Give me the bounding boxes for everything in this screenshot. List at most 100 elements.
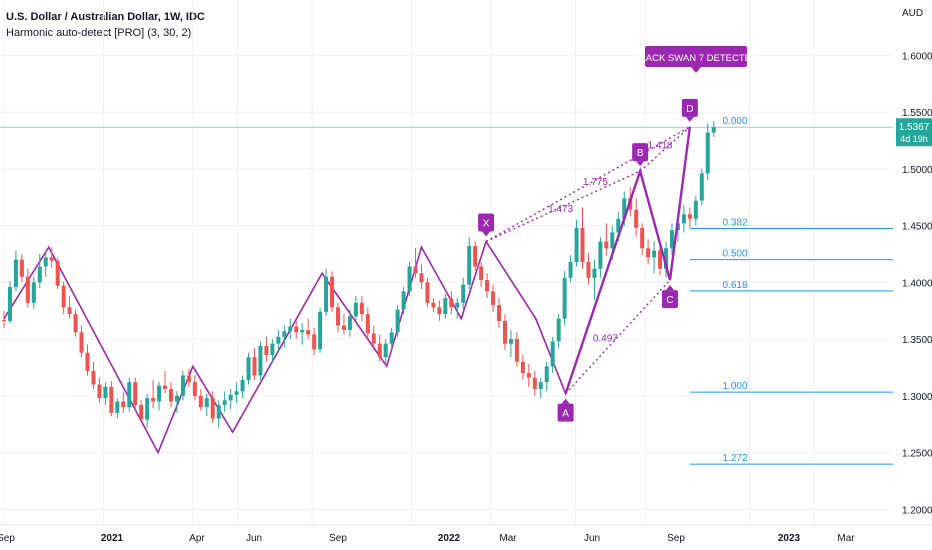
candle[interactable] bbox=[186, 368, 191, 387]
candle[interactable] bbox=[598, 236, 603, 278]
candle[interactable] bbox=[19, 253, 24, 283]
candle[interactable] bbox=[318, 307, 323, 353]
candle[interactable] bbox=[550, 336, 555, 374]
candle[interactable] bbox=[258, 341, 263, 380]
pattern-point-a[interactable]: A bbox=[557, 398, 574, 422]
candle[interactable] bbox=[419, 264, 424, 290]
candle[interactable] bbox=[705, 123, 710, 181]
candle[interactable] bbox=[341, 314, 346, 335]
candle[interactable] bbox=[73, 309, 78, 337]
candle[interactable] bbox=[121, 391, 126, 413]
candle[interactable] bbox=[669, 223, 674, 256]
symbol-title[interactable]: U.S. Dollar / Australian Dollar, 1W, IDC bbox=[6, 11, 205, 23]
candle[interactable] bbox=[580, 207, 585, 269]
candle[interactable] bbox=[681, 205, 686, 233]
candle[interactable] bbox=[687, 207, 692, 228]
candle[interactable] bbox=[586, 252, 591, 285]
candle[interactable] bbox=[449, 291, 454, 315]
candles-layer[interactable] bbox=[2, 121, 716, 428]
candle[interactable] bbox=[497, 298, 502, 328]
candle[interactable] bbox=[300, 323, 305, 345]
candle[interactable] bbox=[359, 295, 364, 321]
candle[interactable] bbox=[204, 393, 209, 417]
pattern-point-d[interactable]: D bbox=[681, 98, 698, 122]
candle[interactable] bbox=[389, 327, 394, 351]
candle[interactable] bbox=[91, 361, 96, 390]
candle[interactable] bbox=[526, 364, 531, 387]
candle[interactable] bbox=[282, 325, 287, 348]
candle[interactable] bbox=[568, 255, 573, 283]
candle[interactable] bbox=[127, 377, 132, 412]
candle[interactable] bbox=[234, 382, 239, 403]
pattern-detected-banner[interactable]: BLACK SWAN 7 DETECTED bbox=[634, 46, 758, 73]
candle[interactable] bbox=[711, 121, 716, 138]
candle[interactable] bbox=[139, 400, 144, 424]
candle[interactable] bbox=[383, 339, 388, 367]
candle[interactable] bbox=[473, 241, 478, 272]
candle[interactable] bbox=[210, 391, 215, 424]
candle[interactable] bbox=[13, 250, 18, 292]
candle[interactable] bbox=[467, 236, 472, 290]
candle[interactable] bbox=[425, 277, 430, 308]
candle[interactable] bbox=[538, 377, 543, 399]
candle[interactable] bbox=[312, 327, 317, 355]
candle[interactable] bbox=[652, 241, 657, 274]
candle[interactable] bbox=[508, 330, 513, 358]
candle[interactable] bbox=[222, 391, 227, 412]
candle[interactable] bbox=[365, 307, 370, 340]
candle[interactable] bbox=[353, 295, 358, 321]
candle[interactable] bbox=[485, 273, 490, 299]
price-axis[interactable]: AUD 1.6000 1.5500 1.5000 1.4500 1.4000 1.3500 1… bbox=[893, 0, 932, 550]
candle[interactable] bbox=[699, 168, 704, 206]
candle[interactable] bbox=[407, 261, 412, 296]
candle[interactable] bbox=[479, 261, 484, 287]
candle[interactable] bbox=[252, 348, 257, 380]
candle[interactable] bbox=[85, 344, 90, 376]
candle[interactable] bbox=[61, 281, 66, 315]
candle[interactable] bbox=[604, 223, 609, 256]
candle[interactable] bbox=[491, 284, 496, 312]
candle[interactable] bbox=[431, 298, 436, 312]
candle[interactable] bbox=[413, 248, 418, 278]
candle[interactable] bbox=[658, 243, 663, 276]
candle[interactable] bbox=[192, 375, 197, 401]
pattern-point-b[interactable]: B bbox=[632, 143, 649, 167]
candle[interactable] bbox=[371, 325, 376, 351]
candle[interactable] bbox=[145, 393, 150, 428]
candle[interactable] bbox=[574, 219, 579, 267]
candle[interactable] bbox=[163, 370, 168, 394]
candle[interactable] bbox=[532, 370, 537, 396]
candle[interactable] bbox=[401, 286, 406, 315]
candle[interactable] bbox=[640, 223, 645, 256]
candle[interactable] bbox=[514, 332, 519, 367]
candle[interactable] bbox=[31, 276, 36, 309]
candle[interactable] bbox=[133, 377, 138, 410]
candle[interactable] bbox=[324, 268, 329, 317]
candle[interactable] bbox=[2, 310, 6, 328]
candle[interactable] bbox=[103, 382, 108, 405]
candle[interactable] bbox=[55, 257, 60, 290]
candle[interactable] bbox=[97, 377, 102, 403]
candle[interactable] bbox=[306, 318, 311, 340]
candle[interactable] bbox=[49, 247, 54, 268]
candle[interactable] bbox=[502, 314, 507, 351]
candle[interactable] bbox=[335, 302, 340, 333]
candle[interactable] bbox=[288, 318, 293, 340]
candle[interactable] bbox=[693, 196, 698, 226]
candle[interactable] bbox=[294, 320, 299, 340]
candle[interactable] bbox=[646, 239, 651, 265]
candle[interactable] bbox=[198, 389, 203, 411]
pattern-point-c[interactable]: C bbox=[661, 285, 678, 309]
candle[interactable] bbox=[562, 271, 567, 326]
candle[interactable] bbox=[246, 352, 251, 385]
candle[interactable] bbox=[168, 382, 173, 408]
candle[interactable] bbox=[520, 354, 525, 380]
candle[interactable] bbox=[664, 241, 669, 278]
candle[interactable] bbox=[330, 271, 335, 312]
candle[interactable] bbox=[7, 281, 12, 324]
candle[interactable] bbox=[115, 398, 120, 419]
candle[interactable] bbox=[395, 305, 400, 337]
candle[interactable] bbox=[437, 300, 442, 321]
candle[interactable] bbox=[37, 253, 42, 289]
